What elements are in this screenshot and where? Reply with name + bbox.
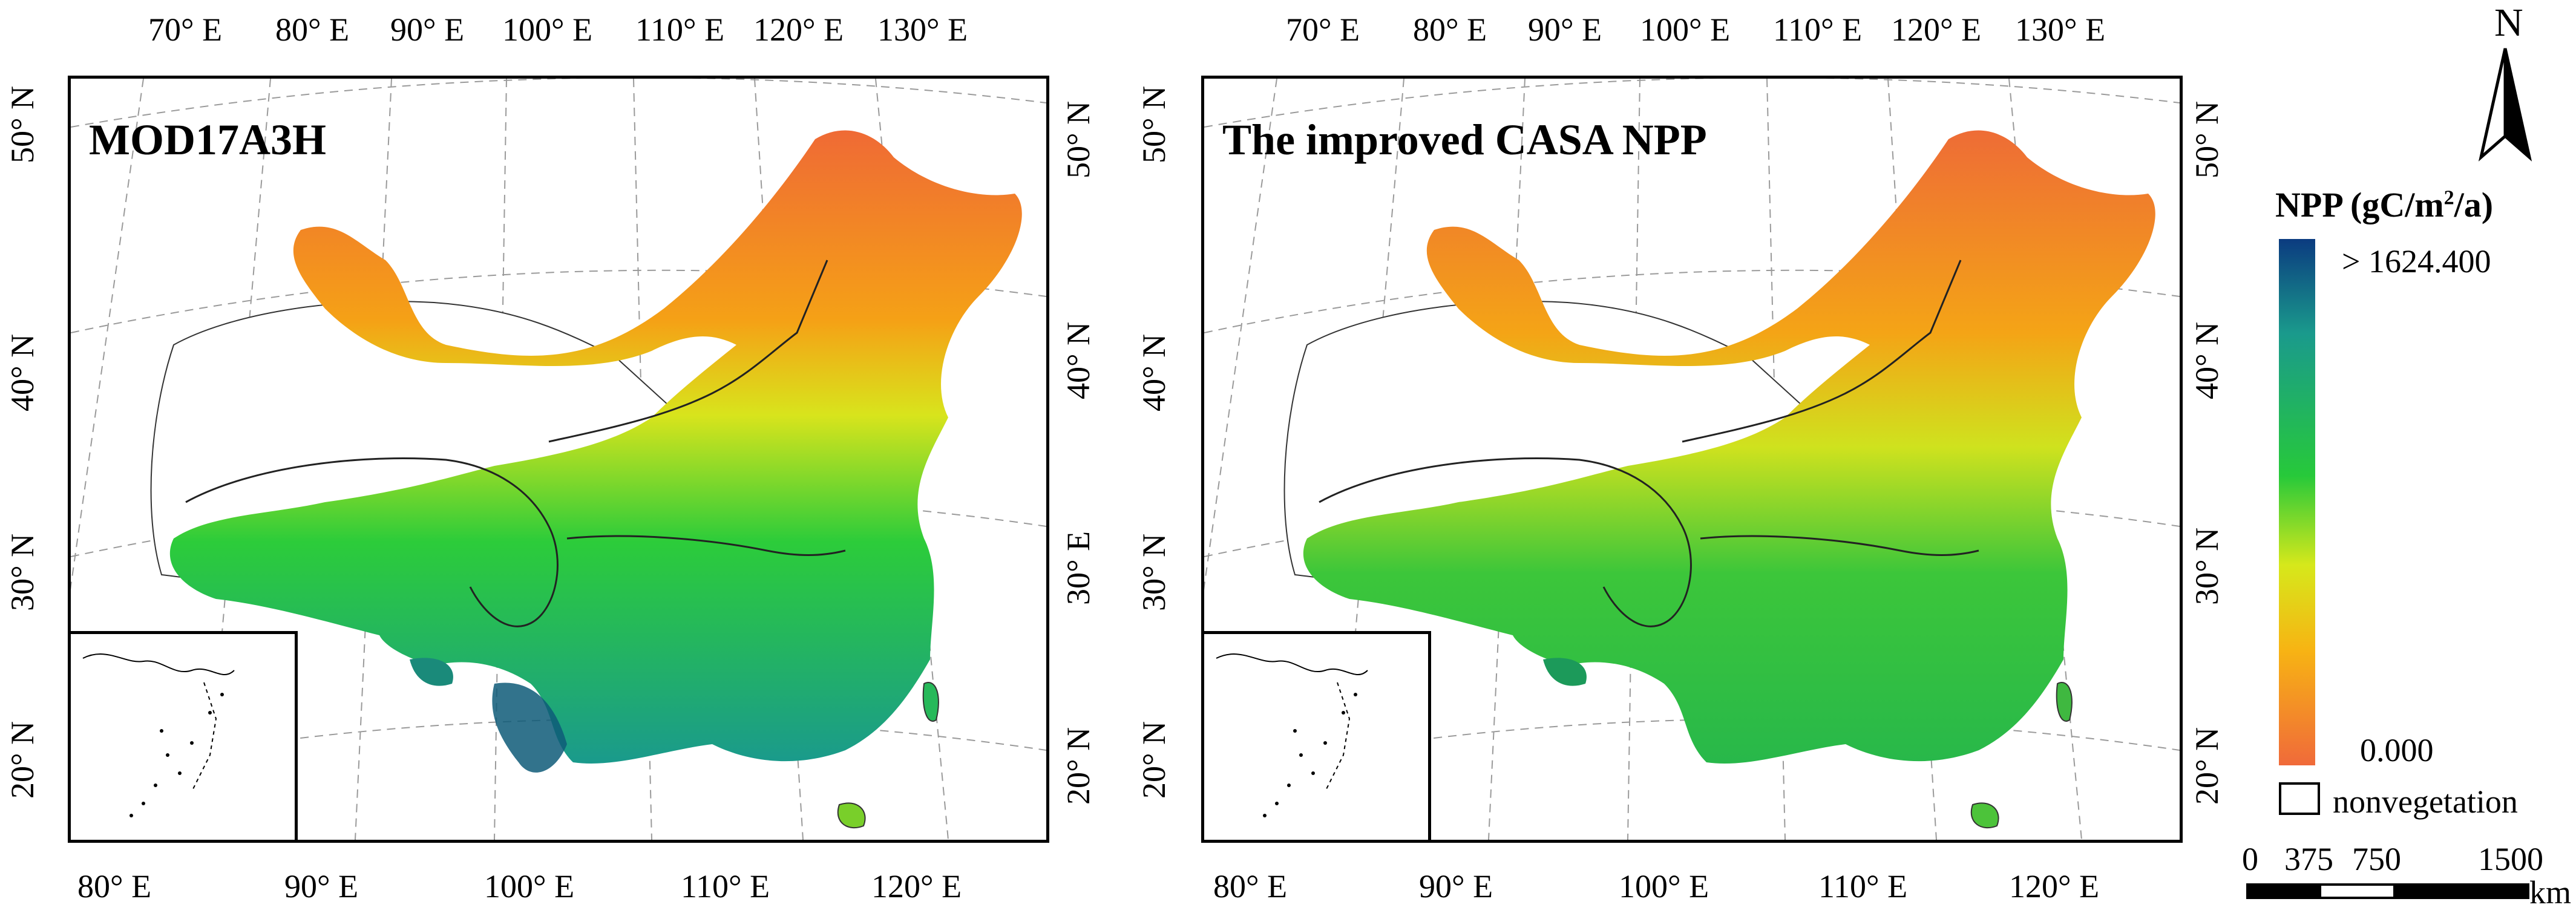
right-lat-label: 20° N (1060, 727, 1096, 805)
south-china-sea-inset (1204, 631, 1431, 840)
top-lon-label: 80° E (275, 11, 350, 48)
scale-label: 750 (2352, 841, 2401, 877)
china-land-mass (169, 130, 1022, 764)
nonvegetation-label: nonvegetation (2333, 784, 2518, 820)
left-lat-label: 40° N (4, 333, 41, 411)
map-frame: The improved CASA NPP (1201, 76, 2183, 843)
top-lon-label: 70° E (148, 11, 223, 48)
bottom-lon-label: 110° E (681, 868, 770, 905)
china-land-mass (1303, 130, 2155, 764)
right-lat-label: 50° N (2189, 100, 2225, 178)
top-lon-label: 130° E (2015, 11, 2106, 48)
scale-bar-graphic (2246, 883, 2529, 899)
right-lat-label: 20° N (2189, 727, 2225, 805)
north-arrow: N (2469, 1, 2542, 162)
right-lat-label: 30° N (2189, 527, 2225, 605)
npp-map (1204, 79, 2180, 840)
legend-title: NPP (gC/m2/a) (2275, 185, 2494, 224)
bottom-lon-label: 110° E (1818, 868, 1908, 905)
scale-label: 0 (2242, 841, 2258, 877)
north-arrow-icon (2478, 48, 2532, 162)
legend-max-label: > 1624.400 (2342, 243, 2491, 280)
south-china-sea-inset (71, 631, 298, 840)
top-lon-label: 100° E (502, 11, 593, 48)
nonvegetation-swatch (2279, 782, 2320, 815)
scale-label: 1500 (2478, 841, 2543, 877)
bottom-lon-label: 80° E (77, 868, 152, 905)
left-lat-label: 30° N (4, 533, 41, 611)
left-lat-label: 30° N (1136, 533, 1172, 611)
left-lat-label: 40° N (1136, 333, 1172, 411)
top-lon-label: 70° E (1286, 11, 1360, 48)
top-lon-label: 110° E (1773, 11, 1863, 48)
bottom-lon-label: 120° E (2009, 868, 2100, 905)
top-lon-label: 100° E (1640, 11, 1731, 48)
top-lon-label: 110° E (635, 11, 725, 48)
bottom-lon-label: 100° E (1619, 868, 1709, 905)
legend-min-label: 0.000 (2360, 732, 2434, 768)
left-lat-label: 20° N (4, 721, 41, 799)
right-lat-label: 50° N (1060, 100, 1096, 178)
north-label: N (2494, 1, 2523, 45)
color-ramp (2279, 239, 2315, 765)
right-lat-label: 40° N (1060, 321, 1096, 399)
top-lon-label: 120° E (753, 11, 844, 48)
right-lat-label: 30° E (1060, 531, 1096, 605)
top-lon-label: 120° E (1891, 11, 1982, 48)
bottom-lon-label: 90° E (284, 868, 359, 905)
bottom-lon-label: 100° E (484, 868, 575, 905)
right-lat-label: 40° N (2189, 321, 2225, 399)
top-lon-label: 90° E (1528, 11, 1602, 48)
panel-title: The improved CASA NPP (1222, 116, 1707, 164)
npp-map (71, 79, 1046, 840)
scale-unit: km (2529, 874, 2572, 911)
left-lat-label: 50° N (1136, 85, 1172, 163)
bottom-lon-label: 120° E (871, 868, 962, 905)
map-frame: MOD17A3H (68, 76, 1049, 843)
left-lat-label: 20° N (1136, 721, 1172, 799)
top-lon-label: 80° E (1413, 11, 1487, 48)
panel-title: MOD17A3H (89, 116, 326, 164)
bottom-lon-label: 90° E (1419, 868, 1493, 905)
bottom-lon-label: 80° E (1213, 868, 1288, 905)
left-lat-label: 50° N (4, 85, 41, 163)
scale-label: 375 (2284, 841, 2333, 877)
top-lon-label: 130° E (877, 11, 968, 48)
top-lon-label: 90° E (390, 11, 465, 48)
